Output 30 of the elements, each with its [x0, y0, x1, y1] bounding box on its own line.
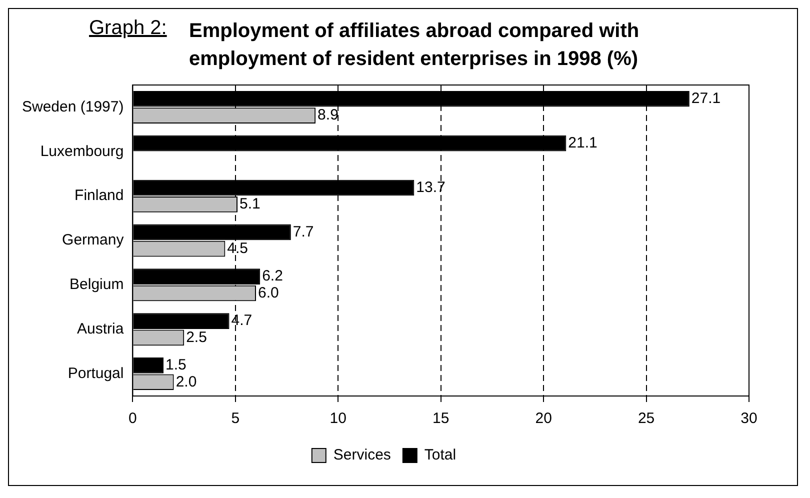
legend-label: Services [333, 446, 391, 464]
data-label: 6.2 [262, 268, 283, 285]
legend-label: Total [424, 446, 456, 464]
data-label: 7.7 [292, 223, 314, 240]
x-tick-label: 25 [638, 410, 655, 428]
data-label: 4.7 [231, 312, 252, 330]
x-tick-label: 30 [740, 410, 758, 428]
data-label: 1.5 [166, 356, 186, 374]
y-tick-label: Belgium [70, 276, 124, 294]
y-tick-label: Luxembourg [40, 142, 124, 160]
data-label: 6.0 [258, 284, 279, 302]
y-tick-label: Sweden (1997) [22, 98, 124, 116]
x-tick-label: 10 [330, 410, 346, 428]
chart-title: Employment of affiliates abroad compared with employment of resident enterprises in 1998 (%) [189, 19, 640, 72]
y-tick-label: Finland [74, 187, 124, 204]
y-tick-label: Austria [77, 320, 124, 338]
x-tick-label: 0 [128, 410, 137, 428]
data-label: 2.0 [176, 373, 197, 390]
y-tick-label: Germany [62, 232, 124, 249]
data-label: 2.5 [186, 328, 207, 346]
data-label: 21.1 [568, 134, 598, 152]
data-label: 27.1 [691, 90, 721, 108]
y-tick-label: Portugal [68, 364, 124, 382]
caption: Graph 2: [89, 17, 168, 41]
x-tick-label: 15 [432, 410, 450, 428]
data-label: 8.9 [318, 106, 338, 124]
x-tick-label: 5 [231, 410, 240, 428]
data-label: 4.5 [227, 240, 248, 257]
data-label: 5.1 [240, 196, 260, 213]
x-tick-label: 20 [535, 410, 552, 428]
